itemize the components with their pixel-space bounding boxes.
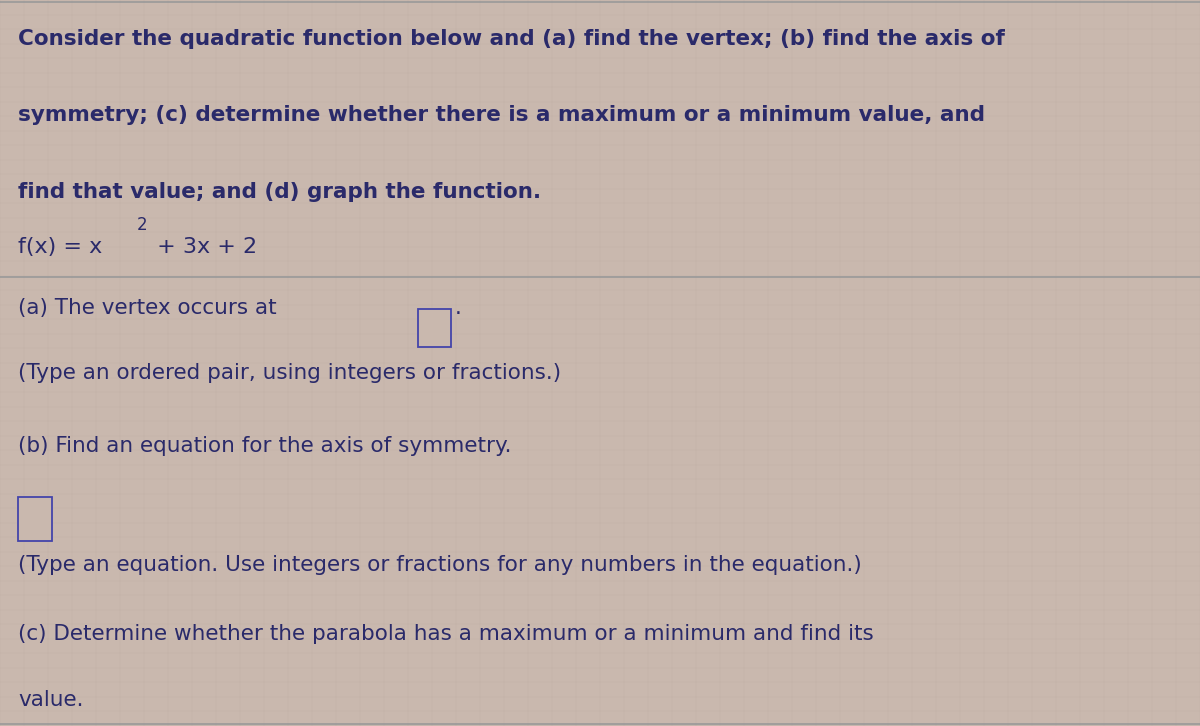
- Text: (b) Find an equation for the axis of symmetry.: (b) Find an equation for the axis of sym…: [18, 436, 511, 456]
- Text: + 3x + 2: + 3x + 2: [150, 237, 257, 257]
- Text: (Type an equation. Use integers or fractions for any numbers in the equation.): (Type an equation. Use integers or fract…: [18, 555, 862, 576]
- FancyBboxPatch shape: [18, 497, 52, 541]
- Text: (c) Determine whether the parabola has a maximum or a minimum and find its: (c) Determine whether the parabola has a…: [18, 624, 874, 645]
- Text: value.: value.: [18, 690, 84, 710]
- Text: (Type an ordered pair, using integers or fractions.): (Type an ordered pair, using integers or…: [18, 363, 562, 383]
- Text: (a) The vertex occurs at: (a) The vertex occurs at: [18, 298, 277, 318]
- Text: 2: 2: [137, 216, 148, 234]
- Text: .: .: [455, 298, 462, 318]
- Text: symmetry; (c) determine whether there is a maximum or a minimum value, and: symmetry; (c) determine whether there is…: [18, 105, 985, 126]
- Text: find that value; and (d) graph the function.: find that value; and (d) graph the funct…: [18, 182, 541, 202]
- FancyBboxPatch shape: [418, 309, 451, 347]
- Text: f(x) = x: f(x) = x: [18, 237, 102, 257]
- Text: Consider the quadratic function below and (a) find the vertex; (b) find the axis: Consider the quadratic function below an…: [18, 29, 1004, 49]
